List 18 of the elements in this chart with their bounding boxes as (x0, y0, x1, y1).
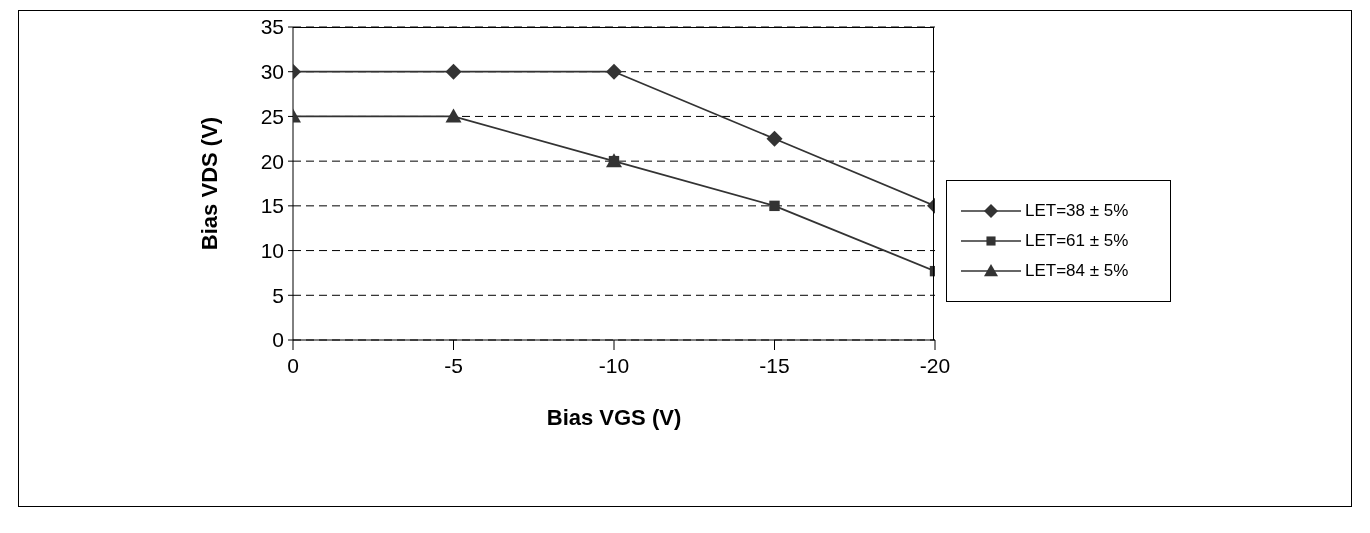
y-tick-label: 5 (272, 283, 284, 307)
x-tick-label: 0 (287, 353, 299, 377)
x-tick-label: -5 (444, 353, 463, 377)
y-tick-label: 0 (272, 328, 284, 352)
legend-label: LET=84 ± 5% (1025, 260, 1129, 281)
legend-label: LET=38 ± 5% (1025, 200, 1129, 221)
x-axis-title: Bias VGS (V) (546, 405, 682, 430)
x-tick-label: -10 (598, 353, 630, 377)
y-tick-label: 20 (260, 149, 284, 173)
y-tick-label: 30 (260, 60, 284, 84)
x-tick-label: -15 (759, 353, 790, 377)
y-tick-label: 10 (260, 239, 284, 263)
y-tick-label: 25 (260, 104, 284, 128)
y-axis-title: Bias VDS (V) (196, 116, 222, 251)
x-tick-label: -20 (919, 353, 951, 377)
y-tick-label: 15 (260, 194, 284, 218)
legend-label: LET=61 ± 5% (1025, 230, 1129, 251)
y-tick-label: 35 (260, 15, 284, 39)
